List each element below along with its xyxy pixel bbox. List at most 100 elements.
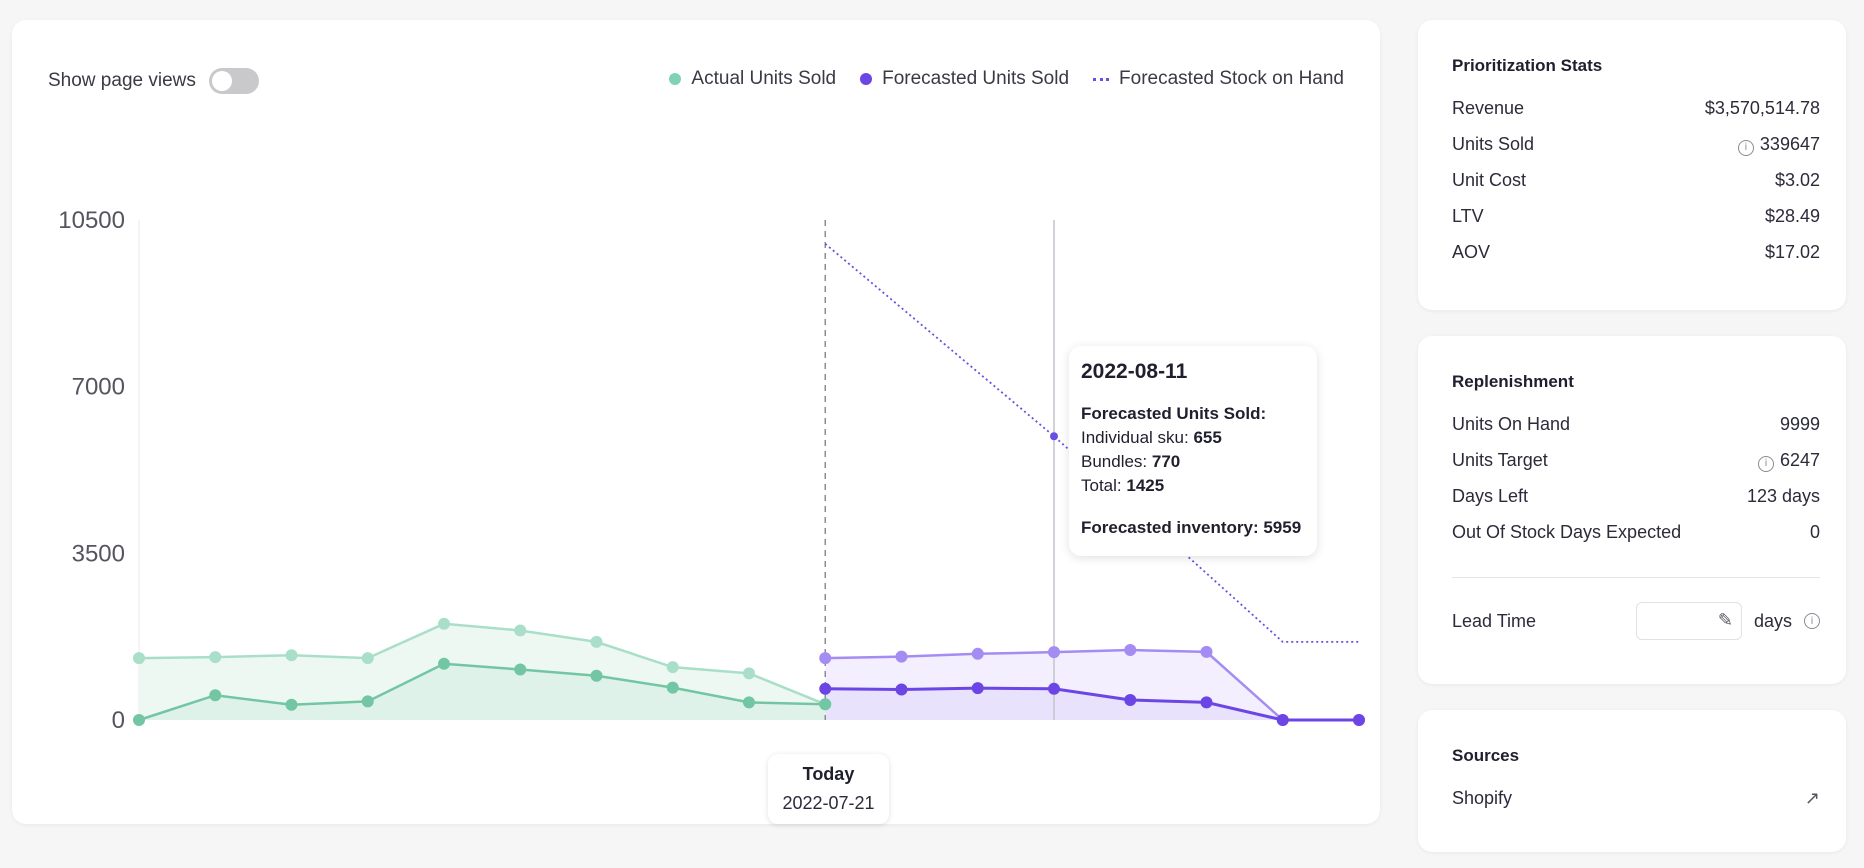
tooltip-inventory: Forecasted inventory: 5959 <box>1081 516 1305 540</box>
series-line-actual-total <box>138 622 826 706</box>
tooltip-bundles-value: 770 <box>1151 452 1181 471</box>
prioritization-title: Prioritization Stats <box>1452 56 1603 75</box>
tooltip-date: 2022-08-11 <box>1081 360 1188 383</box>
repl-label: Days Left <box>1452 486 1529 506</box>
lead-time-controls: ✎ days i <box>1635 602 1820 640</box>
data-point-actual <box>438 657 450 670</box>
info-icon[interactable]: i <box>1737 139 1754 156</box>
tooltip-inventory-value: 5959 <box>1263 518 1302 537</box>
legend-dot-actual <box>669 73 682 85</box>
tooltip-heading: Forecasted Units Sold: <box>1081 404 1267 423</box>
data-point-forecast <box>819 682 832 695</box>
lead-time-input[interactable]: ✎ <box>1635 602 1742 640</box>
lead-time-row: Lead Time ✎ days i <box>1452 602 1820 640</box>
repl-row-units-target: Units Target i 6247 <box>1452 450 1820 472</box>
source-item-shopify[interactable]: Shopify ↗ <box>1452 788 1820 809</box>
repl-value: 0 <box>1809 522 1820 542</box>
pencil-icon[interactable]: ✎ <box>1717 610 1733 630</box>
repl-value-wrap: i 6247 <box>1757 450 1820 472</box>
forecast-area <box>825 688 1359 720</box>
stat-label: Unit Cost <box>1452 170 1527 190</box>
stat-label: LTV <box>1452 206 1484 226</box>
lead-time-unit: days <box>1753 610 1792 631</box>
tooltip-inventory-label: Forecasted inventory: <box>1081 518 1264 537</box>
sources-title: Sources <box>1452 746 1520 765</box>
data-point-actual-total <box>590 635 603 648</box>
data-point-actual <box>361 695 374 708</box>
forecast-chart-card: Show page views Actual Units Sold Foreca… <box>12 20 1380 824</box>
toggle-label: Show page views <box>48 70 196 91</box>
info-icon[interactable]: i <box>1757 455 1774 472</box>
legend-swatch-stock <box>1093 77 1110 81</box>
repl-label: Units Target <box>1452 450 1548 471</box>
stat-value: $28.49 <box>1764 206 1820 226</box>
legend-label-stock: Forecasted Stock on Hand <box>1119 68 1344 89</box>
series-line-actual <box>138 662 826 722</box>
data-point-forecast <box>1276 714 1289 726</box>
today-marker-label: Today 2022-07-21 <box>768 754 889 824</box>
repl-row-out-of-stock: Out Of Stock Days Expected 0 <box>1452 522 1820 543</box>
stat-label: Revenue <box>1452 98 1525 118</box>
data-point-actual-total <box>743 667 755 680</box>
stat-value-wrap: i 339647 <box>1737 134 1820 156</box>
data-point-forecast <box>895 683 908 696</box>
legend-label-forecast: Forecasted Units Sold <box>882 68 1070 89</box>
repl-row-days-left: Days Left 123 days <box>1452 486 1820 507</box>
repl-value: 9999 <box>1779 414 1820 434</box>
data-point-actual <box>285 698 298 711</box>
stat-value: $3.02 <box>1774 170 1820 190</box>
stat-row-aov: AOV $17.02 <box>1452 242 1820 263</box>
source-label: Shopify <box>1452 788 1513 808</box>
actual-area <box>139 663 826 720</box>
data-point-actual-total <box>133 652 145 665</box>
data-point-forecast <box>1124 694 1137 706</box>
repl-value: 123 days <box>1746 486 1820 506</box>
data-point-actual-total <box>514 624 527 637</box>
series-line-forecast-total <box>825 648 1359 722</box>
stat-row-units-sold: Units Sold i 339647 <box>1452 134 1820 156</box>
y-tick-label: 0 <box>112 707 125 734</box>
prioritization-stats-card: Prioritization Stats Revenue $3,570,514.… <box>1418 20 1846 310</box>
legend-item-forecast[interactable]: Forecasted Units Sold <box>860 68 1069 90</box>
replenishment-title: Replenishment <box>1452 372 1574 391</box>
data-point-forecast <box>971 682 984 695</box>
toggle-knob <box>211 71 232 91</box>
page-views-toggle[interactable] <box>208 68 259 94</box>
data-point-forecast-total <box>819 652 832 665</box>
data-point-forecast <box>1200 696 1213 709</box>
chart-tooltip: 2022-08-11 Forecasted Units Sold: Indivi… <box>1069 346 1317 556</box>
tooltip-individual-label: Individual sku: <box>1081 428 1194 447</box>
stat-value: $3,570,514.78 <box>1704 98 1820 118</box>
data-point-actual-total <box>361 652 374 665</box>
repl-label: Units On Hand <box>1452 414 1571 434</box>
series-line-forecast <box>825 686 1359 722</box>
legend-dot-forecast <box>860 73 873 85</box>
tooltip-total-value: 1425 <box>1126 476 1165 495</box>
data-point-actual <box>209 689 222 702</box>
data-point-actual <box>666 681 679 694</box>
sources-card: Sources Shopify ↗ <box>1418 710 1846 852</box>
data-point-forecast-total <box>1048 646 1060 659</box>
data-point-actual-total <box>209 651 222 664</box>
legend-item-stock[interactable]: Forecasted Stock on Hand <box>1093 68 1344 90</box>
data-point-forecast-total <box>971 647 984 660</box>
legend-item-actual[interactable]: Actual Units Sold <box>669 68 836 90</box>
info-icon[interactable]: i <box>1804 613 1820 629</box>
stock-hover-point <box>1050 432 1058 441</box>
repl-divider <box>1452 577 1820 578</box>
data-point-forecast <box>1048 682 1060 695</box>
data-point-actual <box>514 663 527 676</box>
stat-row-revenue: Revenue $3,570,514.78 <box>1452 98 1820 119</box>
chart-plot[interactable]: 10500 7000 3500 0 <box>12 20 1380 824</box>
data-point-actual <box>133 714 145 726</box>
tooltip-total-label: Total: <box>1081 476 1127 495</box>
y-tick-label: 3500 <box>72 540 125 567</box>
data-point-actual <box>743 696 755 709</box>
external-link-icon[interactable]: ↗ <box>1804 788 1820 808</box>
chart-legend: Actual Units Sold Forecasted Units Sold … <box>669 68 1344 90</box>
y-tick-label: 7000 <box>72 374 125 401</box>
stat-value: $17.02 <box>1764 242 1820 262</box>
page-views-toggle-row: Show page views <box>48 68 259 94</box>
repl-row-units-on-hand: Units On Hand 9999 <box>1452 414 1820 435</box>
tooltip-total: Total: 1425 <box>1081 474 1305 498</box>
